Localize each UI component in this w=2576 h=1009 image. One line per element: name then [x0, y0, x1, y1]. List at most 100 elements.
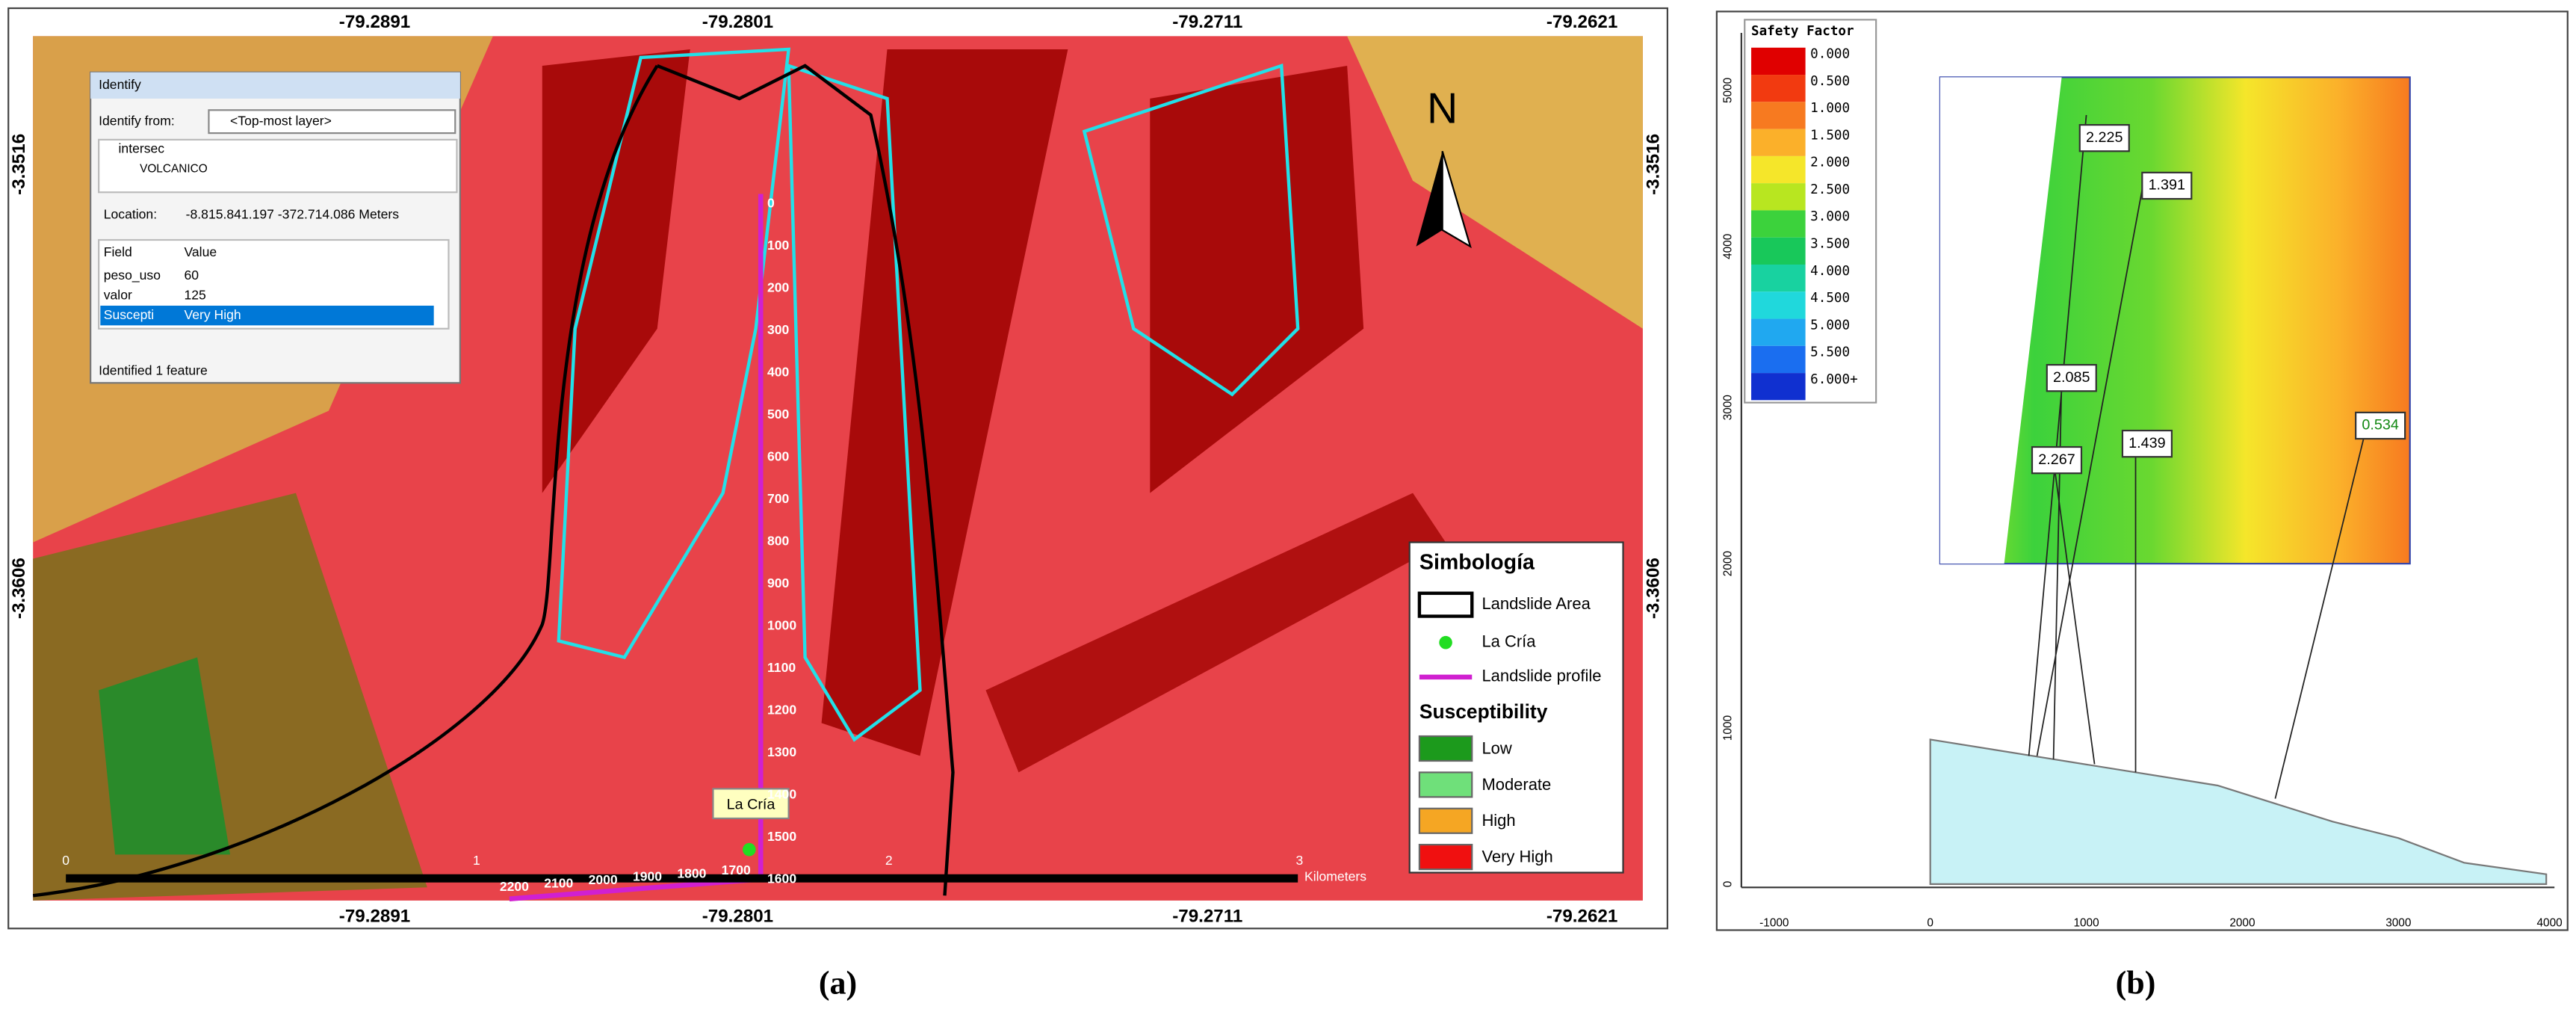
legend-swatch [1418, 807, 1473, 834]
table-header: Value [184, 244, 217, 259]
caption: (a) [819, 964, 857, 1001]
profile-tick: 0 [767, 195, 775, 210]
landslide-outline [787, 63, 922, 742]
coord-label: -3.3606 [1644, 558, 1664, 619]
profile-tick: 1000 [767, 617, 796, 632]
coord-label: -79.2621 [1546, 906, 1617, 926]
north-arrow [1441, 150, 1472, 249]
coord-label: -79.2891 [339, 906, 410, 926]
landslide-area [32, 64, 955, 898]
identify-dropdown[interactable] [208, 109, 456, 135]
y-tick-label: 0 [1721, 881, 1734, 888]
x-tick-label: 2000 [2229, 917, 2255, 930]
scale-unit: Kilometers [1304, 869, 1366, 884]
profile-tick: 1100 [767, 660, 796, 675]
slip-label-box [2355, 411, 2406, 440]
y-tick-label: 2000 [1721, 551, 1734, 576]
north-label: N [1427, 85, 1458, 133]
terrain [1347, 36, 1643, 329]
legend-item: 5.500 [1810, 345, 1850, 360]
coord-label: -3.3516 [9, 134, 29, 195]
legend-swatch [1751, 47, 1806, 75]
legend-swatch [1417, 591, 1474, 618]
slip-label-box [2046, 364, 2097, 392]
legend-item: 4.000 [1810, 264, 1850, 279]
legend-item: 4.500 [1810, 291, 1850, 306]
legend-swatch [1751, 75, 1806, 102]
terrain [985, 493, 1446, 773]
y-tick-label: 5000 [1721, 78, 1734, 103]
slip-label-box [2031, 445, 2083, 475]
slip-label-box [2078, 124, 2130, 152]
y-tick-label: 4000 [1721, 234, 1734, 259]
la-cria-point [743, 842, 756, 857]
legend-swatch [1751, 237, 1806, 265]
profile-tick: 1400 [767, 786, 796, 801]
profile-tick: 400 [767, 364, 790, 379]
legend-item: 0.500 [1810, 74, 1850, 89]
legend-swatch [1751, 183, 1806, 211]
caption: (b) [2116, 964, 2156, 1001]
coord-label: -79.2801 [702, 12, 773, 32]
legend-item: 1.500 [1810, 128, 1850, 143]
table-cell: 125 [184, 287, 206, 302]
coord-label: -3.3516 [1644, 134, 1664, 195]
coord-label: -79.2891 [339, 12, 410, 32]
legend-swatch [1751, 102, 1806, 129]
legend-item: La Cría [1481, 632, 1536, 651]
status-text: Identified 1 feature [99, 363, 208, 378]
legend-swatch [1751, 155, 1806, 184]
legend-item: 2.000 [1810, 155, 1850, 170]
profile-tick: 500 [767, 407, 790, 422]
profile-tick: 200 [767, 280, 790, 294]
window-title: Identify [99, 77, 141, 92]
legend-item: 5.000 [1810, 318, 1850, 333]
landslide-outline [557, 47, 791, 660]
tree-feature: VOLCANICO [140, 163, 208, 176]
profile-tick: 300 [767, 322, 790, 337]
terrain [542, 49, 690, 493]
legend-subtitle: Susceptibility [1419, 700, 1548, 723]
legend-item: Landslide profile [1481, 667, 1601, 685]
scale-label: 0 [62, 853, 69, 868]
slip-label: 2.085 [2053, 369, 2090, 386]
legend-item: Moderate [1481, 775, 1551, 794]
legend-swatch [1439, 635, 1452, 649]
profile-tick: 700 [767, 491, 790, 506]
legend-swatch [1418, 735, 1473, 762]
slip-label-box [2141, 171, 2193, 200]
legend-item: Low [1481, 738, 1511, 757]
legend-swatch [1751, 373, 1806, 401]
profile-tick: 1200 [767, 702, 796, 717]
legend-title: Simbología [1419, 551, 1535, 575]
field-label: Identify from: [99, 113, 175, 128]
place-label: La Cría [727, 797, 775, 813]
landslide-outline [1082, 63, 1300, 397]
profile-tick: 1700 [722, 863, 751, 877]
slip-label: 1.391 [2149, 177, 2185, 194]
legend-item: Very High [1481, 848, 1552, 866]
slip-label: 0.534 [2362, 417, 2398, 433]
coord-label: -79.2801 [702, 906, 773, 926]
legend-item: High [1481, 811, 1515, 830]
slip-label: 1.439 [2128, 435, 2165, 451]
x-tick-label: -1000 [1759, 917, 1789, 930]
slip-label: 2.225 [2086, 129, 2123, 146]
table-cell: Suscepti [104, 307, 154, 322]
slip-label: 2.267 [2038, 451, 2075, 468]
table-cell: peso_uso [104, 268, 161, 283]
y-tick-label: 1000 [1721, 715, 1734, 741]
legend-item: 6.000+ [1810, 372, 1858, 387]
legend-item: 2.500 [1810, 182, 1850, 197]
profile-tick: 1300 [767, 744, 796, 759]
legend-item: 0.000 [1810, 47, 1850, 62]
x-tick-label: 0 [1927, 917, 1933, 930]
scale-label: 2 [885, 853, 893, 868]
legend-title: Safety Factor [1751, 24, 1854, 39]
legend-item: 1.000 [1810, 101, 1850, 116]
y-tick-label: 3000 [1721, 395, 1734, 420]
profile-tick: 900 [767, 576, 790, 590]
scale-label: 3 [1296, 853, 1304, 868]
profile-tick: 600 [767, 448, 790, 463]
profile-tick: 800 [767, 533, 790, 548]
